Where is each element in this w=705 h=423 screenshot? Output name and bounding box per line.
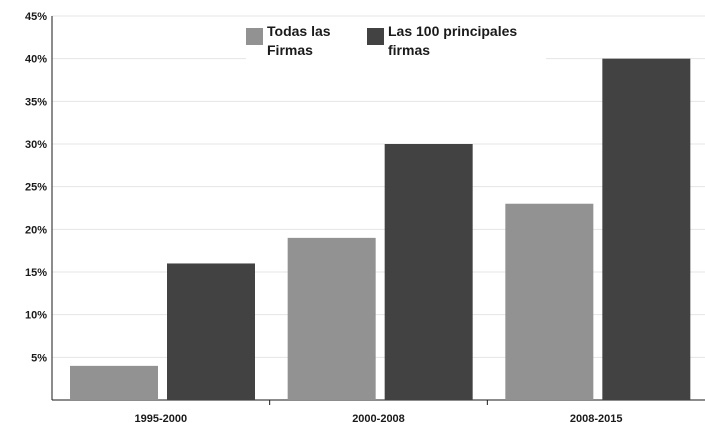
x-category-label: 2008-2015 [570, 413, 623, 423]
legend-item-top-100-firms: Las 100 principales firmas [367, 22, 542, 60]
bar [70, 365, 158, 400]
bar [505, 203, 594, 400]
bar [287, 237, 376, 400]
bar [384, 144, 473, 400]
legend-swatch-all-firms [246, 28, 263, 45]
bar [602, 58, 691, 401]
y-tick-label: 30% [25, 139, 47, 151]
y-tick-label: 25% [25, 182, 47, 194]
bar [167, 263, 255, 400]
x-category-label: 1995-2000 [135, 413, 188, 423]
legend-label-top-100-firms: Las 100 principales firmas [388, 23, 518, 58]
y-tick-label: 45% [25, 11, 47, 23]
legend-label-all-firms: Todas las Firmas [267, 23, 331, 58]
legend-item-all-firms: Todas las Firmas [246, 22, 364, 60]
y-tick-label: 5% [31, 352, 47, 364]
x-category-label: 2000-2008 [352, 413, 405, 423]
y-tick-label: 10% [25, 310, 47, 322]
y-tick-label: 35% [25, 96, 47, 108]
legend: Todas las Firmas Las 100 principales fir… [246, 22, 546, 64]
y-tick-label: 20% [25, 224, 47, 236]
y-tick-label: 40% [25, 54, 47, 66]
y-tick-label: 15% [25, 267, 47, 279]
legend-swatch-top-100-firms [367, 28, 384, 45]
